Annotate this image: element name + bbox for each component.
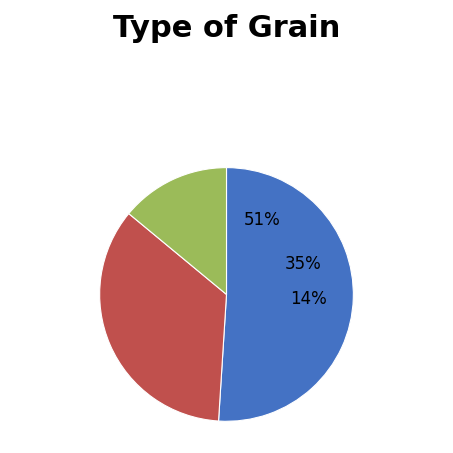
Text: 35%: 35% (285, 255, 322, 273)
Text: Type of Grain: Type of Grain (113, 14, 340, 43)
Wedge shape (100, 214, 226, 421)
Wedge shape (218, 168, 353, 421)
Text: 51%: 51% (244, 211, 280, 229)
Wedge shape (129, 168, 226, 294)
Text: 14%: 14% (290, 290, 327, 308)
Legend: No Grain, Multiple, Soliatory: No Grain, Multiple, Soliatory (74, 0, 379, 6)
